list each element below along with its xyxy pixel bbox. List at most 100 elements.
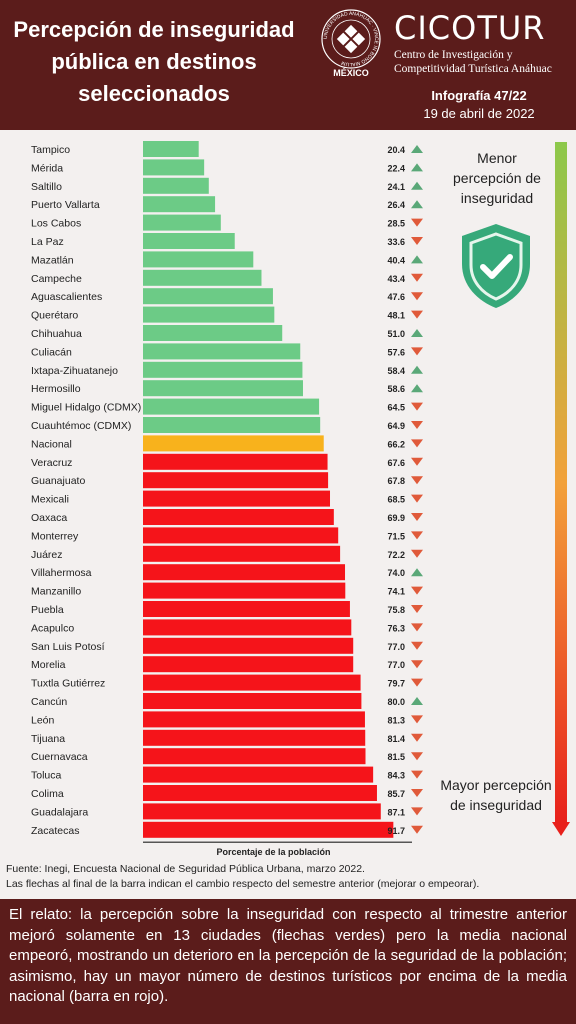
category-label: Tuxtla Gutiérrez — [31, 678, 105, 690]
value-label: 85.7 — [387, 789, 405, 799]
bar — [143, 214, 221, 231]
category-label: Puebla — [31, 604, 64, 616]
footer-narrative: El relato: la percepción sobre la insegu… — [9, 906, 567, 1005]
value-label: 69.9 — [387, 513, 405, 523]
bar — [143, 177, 209, 194]
bar — [143, 361, 303, 378]
value-label: 28.5 — [387, 219, 405, 229]
bar — [143, 803, 381, 820]
arrow-down-icon — [411, 752, 423, 761]
value-label: 79.7 — [387, 679, 405, 689]
brand-subtitle-line-2: Competitividad Turística Anáhuac — [394, 63, 552, 75]
x-axis-label: Porcentaje de la población — [216, 847, 330, 857]
bar — [143, 343, 301, 360]
bar — [143, 417, 321, 433]
category-label: Zacatecas — [31, 825, 79, 837]
value-label: 66.2 — [387, 439, 405, 449]
arrow-down-icon — [411, 476, 423, 485]
category-label: León — [31, 714, 55, 726]
category-label: Manzanillo — [31, 586, 81, 598]
value-label: 40.4 — [387, 255, 405, 265]
scale-bottom-label: Mayor percepción de inseguridad — [440, 777, 552, 813]
bar — [143, 251, 254, 268]
anahuac-seal-logo: UNIVERSIDAD ANÁHUAC · VINCE IN BONO MALU… — [321, 9, 381, 69]
value-label: 81.5 — [387, 752, 405, 762]
bar — [143, 398, 320, 415]
arrow-up-icon — [411, 365, 423, 374]
category-label: San Luis Potosí — [31, 641, 105, 653]
category-label: Miguel Hidalgo (CDMX) — [31, 402, 141, 414]
arrow-down-icon — [411, 660, 423, 669]
arrow-up-icon — [411, 329, 423, 337]
bar — [143, 693, 362, 709]
category-label: Guanajuato — [31, 475, 85, 487]
value-label: 67.6 — [387, 458, 405, 468]
value-label: 24.1 — [387, 182, 405, 192]
arrow-down-icon — [411, 531, 423, 540]
bar — [143, 564, 346, 581]
value-label: 75.8 — [387, 605, 405, 615]
arrow-down-icon — [411, 273, 423, 282]
infographic-number: Infografía 47/22 — [431, 88, 527, 103]
arrow-up-icon — [411, 163, 423, 172]
bar — [143, 637, 354, 654]
bar — [143, 527, 339, 544]
page-title: Percepción de inseguridad pública en des… — [13, 17, 295, 106]
value-label: 67.8 — [387, 476, 405, 486]
bar — [143, 785, 377, 801]
value-label: 76.3 — [387, 623, 405, 633]
infographic-date: 19 de abril de 2022 — [423, 106, 535, 121]
arrow-up-icon — [411, 255, 423, 264]
value-label: 91.7 — [387, 826, 405, 836]
category-label: Juárez — [31, 549, 63, 561]
arrow-down-icon — [411, 605, 423, 613]
category-label: Villahermosa — [31, 567, 92, 579]
bar-national — [143, 435, 324, 452]
value-label: 51.0 — [387, 329, 405, 339]
value-label: 77.0 — [387, 660, 405, 670]
bar — [143, 196, 216, 213]
arrow-down-icon — [411, 549, 423, 558]
bar — [143, 233, 235, 249]
value-label: 68.5 — [387, 495, 405, 505]
bar — [143, 141, 199, 157]
bar — [143, 288, 273, 305]
category-label: Campeche — [31, 273, 82, 285]
category-label: Guadalajara — [31, 806, 88, 818]
bar — [143, 509, 334, 525]
value-label: 57.6 — [387, 347, 405, 357]
bar — [143, 656, 354, 673]
value-label: 72.2 — [387, 550, 405, 560]
arrow-down-icon — [411, 439, 423, 448]
arrow-up-icon — [411, 568, 423, 577]
arrow-down-icon — [411, 310, 423, 319]
value-label: 22.4 — [387, 163, 405, 173]
arrow-up-icon — [411, 200, 423, 209]
bar — [143, 601, 350, 617]
category-label: Culiacán — [31, 346, 72, 358]
source-note: Fuente: Inegi, Encuesta Nacional de Segu… — [6, 863, 365, 875]
bar-chart: Tampico 20.4 Mérida 22.4 Saltillo 24.1 Puerto … — [31, 141, 423, 857]
value-label: 64.5 — [387, 403, 405, 413]
value-label: 87.1 — [387, 807, 405, 817]
seal-caption: MÉXICO — [333, 68, 369, 78]
value-label: 81.4 — [387, 734, 405, 744]
header-banner: Percepción de inseguridad pública en des… — [0, 0, 576, 130]
bar — [143, 619, 352, 636]
bar — [143, 325, 283, 341]
category-label: Saltillo — [31, 181, 62, 193]
arrow-down-icon — [411, 457, 423, 466]
arrow-down-icon — [411, 825, 423, 834]
arrow-up-icon — [411, 145, 423, 153]
value-label: 74.0 — [387, 568, 405, 578]
brand-subtitle-line-1: Centro de Investigación y — [394, 49, 513, 61]
bar — [143, 380, 303, 397]
value-label: 74.1 — [387, 587, 405, 597]
category-label: Monterrey — [31, 530, 79, 542]
bar — [143, 269, 262, 286]
bar — [143, 159, 205, 176]
category-label: Toluca — [31, 770, 62, 782]
category-label: Hermosillo — [31, 383, 81, 395]
arrow-down-icon — [411, 678, 423, 687]
brand-name: CICOTUR — [394, 9, 546, 47]
